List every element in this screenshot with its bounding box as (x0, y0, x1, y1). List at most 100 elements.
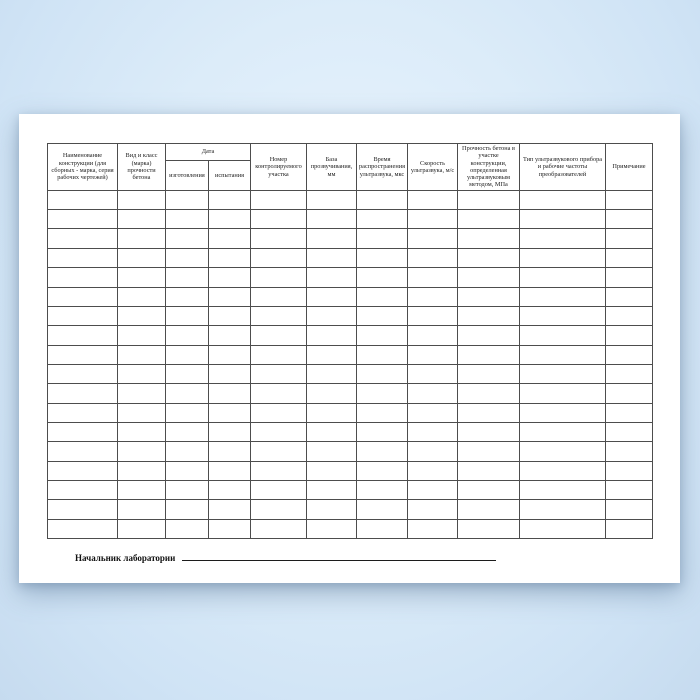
table-cell-empty (250, 441, 307, 462)
table-cell-empty (457, 479, 520, 501)
table-row (47, 402, 653, 423)
table-cell-empty (306, 479, 357, 501)
table-cell-empty (605, 499, 653, 520)
table-cell-empty (165, 363, 209, 385)
table-cell-empty (208, 286, 251, 307)
table-cell-empty (165, 383, 209, 404)
table-cell-empty (117, 518, 166, 539)
table-cell-empty (519, 363, 606, 385)
table-cell-empty (165, 421, 209, 443)
table-cell-empty (306, 247, 357, 269)
table-cell-empty (47, 402, 118, 423)
table-cell-empty (250, 325, 307, 346)
table-cell-empty (356, 402, 408, 423)
table-cell-empty (407, 402, 458, 423)
table-cell-empty (457, 325, 520, 346)
column-header-strength: Прочность бетона в участке конструкции, … (457, 143, 520, 191)
table-cell-empty (457, 344, 520, 365)
table-cell-empty (208, 479, 251, 501)
table-cell-empty (306, 518, 357, 539)
table-cell-empty (117, 344, 166, 365)
table-cell-empty (208, 460, 251, 481)
table-cell-empty (117, 402, 166, 423)
table-cell-empty (457, 228, 520, 249)
table-cell-empty (519, 402, 606, 423)
table-cell-empty (519, 189, 606, 211)
table-cell-empty (457, 363, 520, 385)
table-cell-empty (407, 209, 458, 230)
table-cell-empty (356, 305, 408, 327)
table-cell-empty (457, 421, 520, 443)
table-cell-empty (165, 189, 209, 211)
table-cell-empty (208, 228, 251, 249)
table-cell-empty (117, 479, 166, 501)
table-row (47, 209, 653, 230)
table-cell-empty (306, 421, 357, 443)
table-cell-empty (356, 209, 408, 230)
table-cell-empty (605, 479, 653, 501)
table-cell-empty (47, 383, 118, 404)
table-cell-empty (407, 499, 458, 520)
table-cell-empty (47, 344, 118, 365)
signature-blank-line (182, 552, 497, 561)
table-cell-empty (407, 479, 458, 501)
table-cell-empty (356, 383, 408, 404)
table-cell-empty (250, 189, 307, 211)
table-cell-empty (407, 228, 458, 249)
table-cell-empty (47, 441, 118, 462)
column-header-ultrasound-speed: Скорость ультразвука, м/с (407, 143, 458, 191)
table-cell-empty (519, 325, 606, 346)
table-cell-empty (519, 441, 606, 462)
table-cell-empty (605, 209, 653, 230)
table-cell-empty (117, 267, 166, 288)
table-cell-empty (250, 247, 307, 269)
table-cell-empty (250, 267, 307, 288)
table-cell-empty (250, 305, 307, 327)
table-cell-empty (250, 460, 307, 481)
column-header-date-made: изготовления (165, 159, 209, 191)
table-row (47, 247, 653, 269)
table-cell-empty (165, 247, 209, 269)
table-cell-empty (208, 209, 251, 230)
table-cell-empty (605, 518, 653, 539)
table-cell-empty (208, 325, 251, 346)
document-content: Наименование конструкции (для сборных - … (19, 114, 680, 566)
table-header: Наименование конструкции (для сборных - … (47, 143, 653, 191)
table-cell-empty (605, 325, 653, 346)
column-header-date-group: Дата (165, 143, 251, 161)
table-cell-empty (605, 189, 653, 211)
table-cell-empty (47, 363, 118, 385)
table-cell-empty (306, 460, 357, 481)
table-row (47, 228, 653, 249)
table-cell-empty (208, 441, 251, 462)
table-cell-empty (407, 286, 458, 307)
table-cell-empty (457, 247, 520, 269)
table-cell-empty (250, 363, 307, 385)
table-cell-empty (208, 267, 251, 288)
table-cell-empty (457, 460, 520, 481)
table-cell-empty (208, 189, 251, 211)
table-cell-empty (117, 499, 166, 520)
table-cell-empty (457, 286, 520, 307)
table-cell-empty (208, 383, 251, 404)
table-cell-empty (519, 305, 606, 327)
table-cell-empty (407, 344, 458, 365)
table-cell-empty (208, 305, 251, 327)
table-row (47, 479, 653, 501)
table-cell-empty (250, 228, 307, 249)
table-cell-empty (519, 247, 606, 269)
table-cell-empty (165, 479, 209, 501)
table-row (47, 460, 653, 481)
table-row (47, 499, 653, 520)
table-cell-empty (47, 421, 118, 443)
table-cell-empty (356, 344, 408, 365)
table-cell-empty (117, 189, 166, 211)
table-cell-empty (605, 286, 653, 307)
signature-row: Начальник лаборатории (47, 548, 652, 566)
table-cell-empty (306, 267, 357, 288)
column-header-concrete-class: Вид и класс (марка) прочности бетона (117, 143, 166, 191)
table-cell-empty (47, 479, 118, 501)
table-cell-empty (306, 363, 357, 385)
table-cell-empty (306, 402, 357, 423)
